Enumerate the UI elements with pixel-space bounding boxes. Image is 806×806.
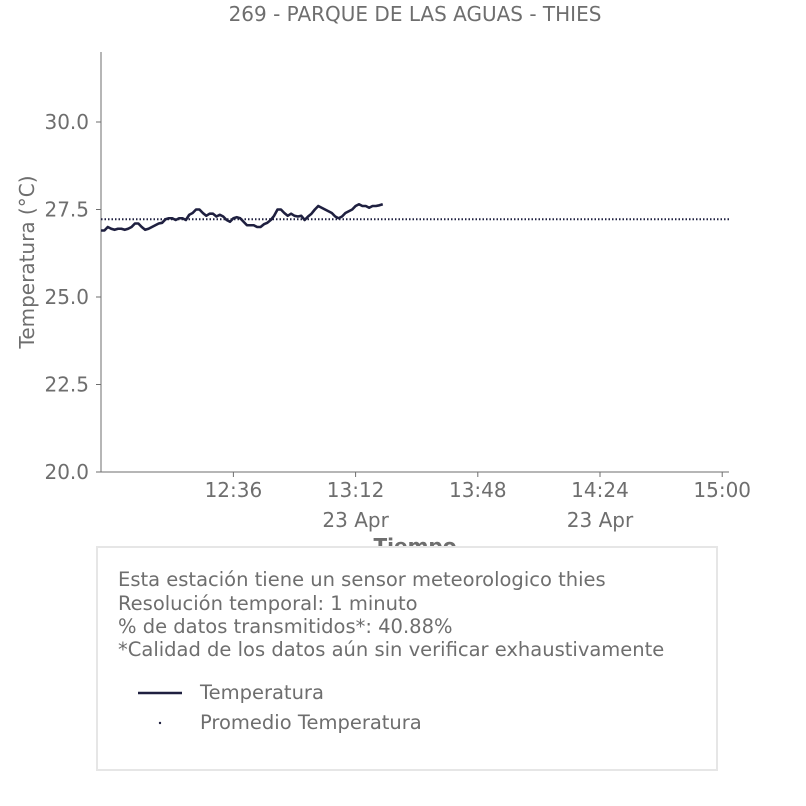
legend-dot-swatch (158, 721, 162, 725)
y-tick-label: 25.0 (44, 285, 89, 309)
legend-label-promedio: Promedio Temperatura (200, 711, 422, 734)
chart-title: 269 - PARQUE DE LAS AGUAS - THIES (228, 2, 602, 26)
y-axis-label: Temperatura (°C) (15, 175, 39, 349)
y-axis-ticks: 20.0 22.5 25.0 27.5 30.0 (44, 110, 101, 484)
x-tick-date-label: 23 Apr (322, 508, 389, 532)
x-tick-label: 15:00 (693, 478, 751, 502)
resolution-text: Resolución temporal: 1 minuto (118, 592, 418, 615)
series-layer (101, 202, 729, 232)
y-tick-label: 22.5 (44, 373, 89, 397)
y-tick-label: 27.5 (44, 198, 89, 222)
x-tick-label: 13:12 (327, 478, 385, 502)
x-tick-date-label: 23 Apr (567, 508, 634, 532)
y-tick-label: 30.0 (44, 110, 89, 134)
sensor-info-text: Esta estación tiene un sensor meteorolog… (118, 568, 606, 591)
x-axis-ticks: 12:36 13:12 23 Apr 13:48 14:24 23 Apr 15:00 (205, 472, 751, 532)
legend-label-temperatura: Temperatura (200, 681, 324, 704)
x-tick-label: 14:24 (571, 478, 629, 502)
quality-note-text: *Calidad de los datos aún sin verificar … (118, 638, 665, 661)
legend-line-swatch (138, 691, 182, 695)
chart-axes (100, 52, 729, 473)
y-tick-label: 20.0 (44, 460, 89, 484)
x-tick-label: 13:48 (449, 478, 507, 502)
temperature-series-line (101, 202, 384, 232)
info-legend-box: Esta estación tiene un sensor meteorolog… (96, 546, 718, 771)
transmitted-data-text: % de datos transmitidos*: 40.88% (118, 615, 453, 638)
x-tick-label: 12:36 (205, 478, 263, 502)
